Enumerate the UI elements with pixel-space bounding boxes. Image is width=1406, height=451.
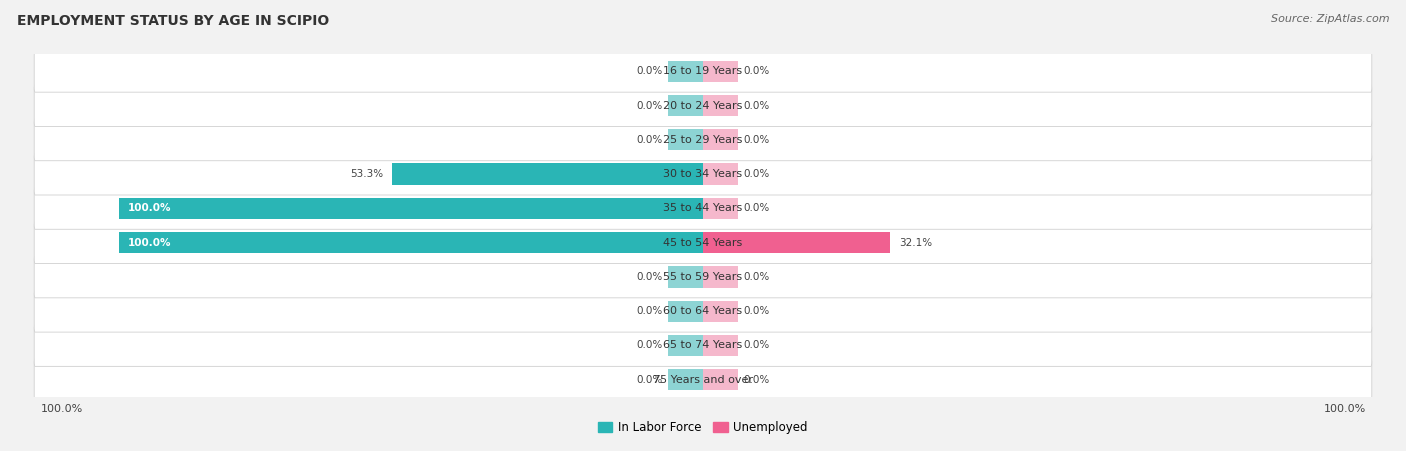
FancyBboxPatch shape [34,325,1372,366]
Text: 0.0%: 0.0% [636,272,662,282]
Text: 100.0%: 100.0% [1323,405,1365,414]
Text: Source: ZipAtlas.com: Source: ZipAtlas.com [1271,14,1389,23]
Text: 35 to 44 Years: 35 to 44 Years [664,203,742,213]
Bar [120,232,703,253]
Bar [703,232,890,253]
Bar [668,60,703,82]
Text: 0.0%: 0.0% [636,101,662,110]
Bar [668,300,703,322]
Legend: In Labor Force, Unemployed: In Labor Force, Unemployed [593,417,813,439]
Text: 0.0%: 0.0% [744,272,770,282]
FancyBboxPatch shape [34,256,1372,298]
Text: 0.0%: 0.0% [636,375,662,385]
Text: 100.0%: 100.0% [41,405,83,414]
Text: 0.0%: 0.0% [636,66,662,76]
Bar [703,300,738,322]
Bar [668,129,703,151]
Text: 0.0%: 0.0% [744,135,770,145]
Text: 0.0%: 0.0% [744,306,770,316]
Text: 16 to 19 Years: 16 to 19 Years [664,66,742,76]
Bar [703,335,738,356]
Bar [703,60,738,82]
Text: 53.3%: 53.3% [350,169,382,179]
Bar [668,335,703,356]
Text: 65 to 74 Years: 65 to 74 Years [664,341,742,350]
FancyBboxPatch shape [34,153,1372,195]
Bar [703,266,738,288]
Text: 0.0%: 0.0% [744,375,770,385]
Text: 25 to 29 Years: 25 to 29 Years [664,135,742,145]
Text: 100.0%: 100.0% [128,238,172,248]
Text: 0.0%: 0.0% [744,66,770,76]
Text: 55 to 59 Years: 55 to 59 Years [664,272,742,282]
Bar [668,369,703,391]
Bar [703,369,738,391]
Bar [703,129,738,151]
Text: 0.0%: 0.0% [636,341,662,350]
Bar [668,95,703,116]
Text: 75 Years and over: 75 Years and over [652,375,754,385]
Bar [703,198,738,219]
Bar [703,163,738,185]
Text: 0.0%: 0.0% [636,306,662,316]
Text: 100.0%: 100.0% [128,203,172,213]
FancyBboxPatch shape [34,188,1372,229]
Bar [703,95,738,116]
Text: 32.1%: 32.1% [900,238,932,248]
FancyBboxPatch shape [34,119,1372,161]
Text: 45 to 54 Years: 45 to 54 Years [664,238,742,248]
Text: 60 to 64 Years: 60 to 64 Years [664,306,742,316]
Bar [120,198,703,219]
Text: 0.0%: 0.0% [744,169,770,179]
Text: 0.0%: 0.0% [636,135,662,145]
Text: 0.0%: 0.0% [744,341,770,350]
Bar [392,163,703,185]
Text: 0.0%: 0.0% [744,203,770,213]
FancyBboxPatch shape [34,290,1372,332]
FancyBboxPatch shape [34,85,1372,126]
Text: EMPLOYMENT STATUS BY AGE IN SCIPIO: EMPLOYMENT STATUS BY AGE IN SCIPIO [17,14,329,28]
Text: 30 to 34 Years: 30 to 34 Years [664,169,742,179]
FancyBboxPatch shape [34,359,1372,400]
Bar [668,266,703,288]
Text: 20 to 24 Years: 20 to 24 Years [664,101,742,110]
FancyBboxPatch shape [34,51,1372,92]
FancyBboxPatch shape [34,222,1372,263]
Text: 0.0%: 0.0% [744,101,770,110]
